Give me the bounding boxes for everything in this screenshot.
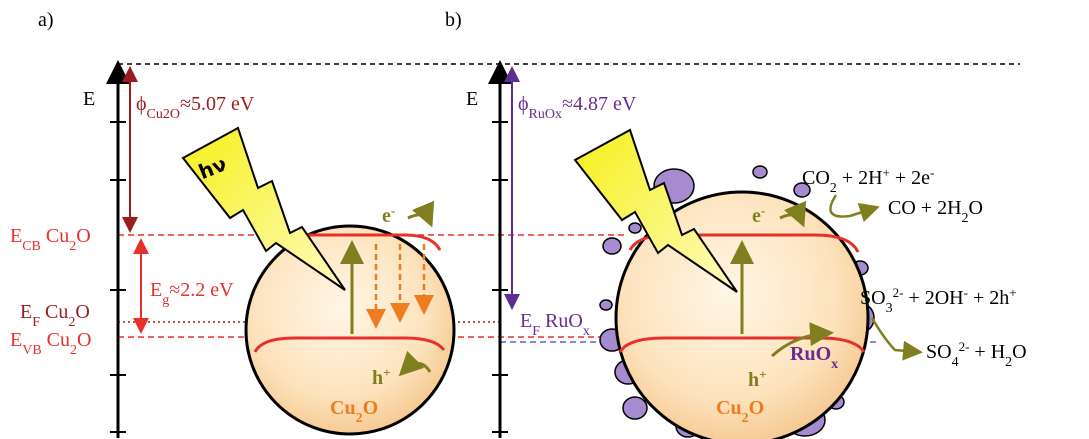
text-part: O (1012, 341, 1026, 363)
text-part: + (759, 367, 766, 382)
light-bolt (183, 128, 345, 290)
axis-label: E (466, 88, 478, 110)
text-part: CB (22, 239, 41, 254)
text-part: e (382, 205, 391, 227)
text-part: + (883, 165, 890, 180)
text-part: E (10, 329, 22, 351)
oxidation-products: SO42- + H2O (926, 339, 1027, 370)
text-part: O (749, 397, 765, 419)
text-part: - (391, 203, 395, 218)
text-part: - (930, 165, 934, 180)
text-part: RuOx (529, 107, 562, 122)
text-part: CO + 2H (888, 197, 962, 219)
text-part: O (77, 329, 91, 351)
text-part: 2 (356, 411, 363, 426)
text-part: x (583, 324, 590, 339)
reduction-products: CO + 2H2O (888, 197, 983, 226)
text-part: + (383, 365, 390, 380)
text-part: Cu (330, 397, 356, 419)
diagram: a) E ϕCu2O≈5.07 eV ECB Cu2O Eg≈2.2 eV EF… (0, 0, 1089, 439)
text-part: h (372, 367, 383, 389)
text-part: CO (802, 167, 830, 189)
text-part: SO (926, 341, 952, 363)
text-part: ≈2.2 eV (169, 279, 234, 301)
evb-label: EVB Cu2O (10, 329, 91, 358)
text-part: E (10, 225, 22, 247)
text-part: O (75, 301, 89, 323)
ecb-label: ECB Cu2O (10, 225, 91, 254)
text-part: E (150, 279, 162, 301)
text-part: O (969, 197, 983, 219)
text-part: F (532, 324, 540, 339)
oxidation-reactants: SO32- + 2OH- + 2h+ (860, 285, 1017, 316)
text-part: 2 (69, 239, 76, 254)
text-part: + 2e (890, 167, 930, 189)
text-part: O (76, 225, 90, 247)
text-part: Cu (41, 225, 69, 247)
text-part: RuO (540, 310, 583, 332)
reduction-reactants: CO2 + 2H+ + 2e- (802, 165, 934, 196)
text-part: E (520, 310, 532, 332)
text-part: 2- (893, 285, 904, 300)
work-function-label: ϕCu2O≈5.07 eV (136, 93, 255, 122)
work-function-label: ϕRuOx≈4.87 eV (518, 93, 637, 122)
axis-label: E (83, 88, 95, 110)
text-part: + 2H (837, 167, 883, 189)
text-part: E (20, 301, 32, 323)
text-part: h (748, 369, 759, 391)
text-part: g (162, 293, 169, 308)
text-part: x (831, 357, 838, 372)
ef-label: EF RuOx (520, 310, 590, 339)
text-part: 2 (1005, 355, 1012, 370)
text-part: 2- (959, 339, 970, 354)
text-part: 2 (742, 411, 749, 426)
text-part: VB (22, 343, 41, 358)
text-part: 2 (68, 315, 75, 330)
text-part: - (761, 203, 765, 218)
text-part: + 2OH (903, 287, 963, 309)
text-part: ϕ (136, 93, 147, 115)
text-part: Cu2O (147, 107, 180, 122)
text-part: RuO (790, 343, 831, 365)
electron-label: e- (382, 203, 395, 228)
text-part: 2 (962, 211, 969, 226)
text-part: ϕ (518, 93, 529, 115)
ef-label: EF Cu2O (20, 301, 90, 330)
text-part: F (32, 315, 40, 330)
text-part: Cu (40, 301, 68, 323)
text-part: 2 (830, 181, 837, 196)
text-part: Cu (716, 397, 742, 419)
panel-label: a) (38, 9, 54, 31)
text-part: Cu (42, 329, 70, 351)
panel-label: b) (445, 9, 462, 31)
band-gap-label: Eg≈2.2 eV (150, 279, 234, 308)
text-part: + H (969, 341, 1005, 363)
text-part: + 2h (968, 287, 1009, 309)
text-part: ≈5.07 eV (180, 93, 255, 115)
text-part: e (752, 205, 761, 227)
text-part: 3 (886, 301, 893, 316)
text-part: 2 (70, 343, 77, 358)
text-part: + (1009, 285, 1016, 300)
text-part: 4 (952, 355, 959, 370)
text-part: ≈4.87 eV (562, 93, 637, 115)
text-part: O (363, 397, 379, 419)
text-part: SO (860, 287, 886, 309)
